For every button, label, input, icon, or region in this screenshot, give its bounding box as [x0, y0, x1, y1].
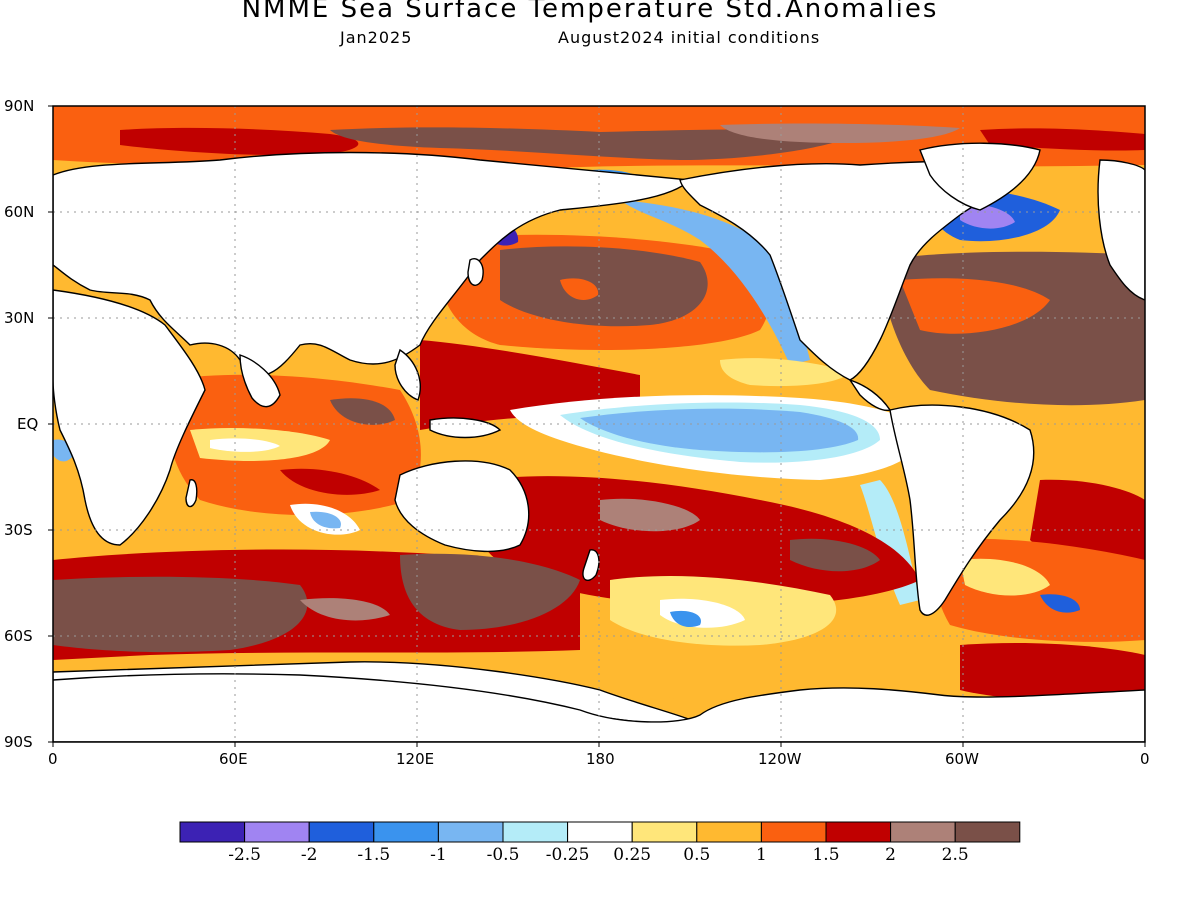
landmass [582, 549, 600, 582]
chart-title: NMME Sea Surface Temperature Std.Anomali… [241, 0, 939, 24]
colorbar-label: 2.5 [941, 845, 969, 865]
land-outlines [53, 142, 1145, 742]
anomaly-region [310, 511, 341, 529]
anomaly-region [280, 468, 380, 495]
lat-label-30n: 30N [4, 309, 35, 327]
anomaly-region [580, 408, 859, 453]
lon-label-60w: 60W [945, 750, 979, 768]
lat-label-60s: 60S [4, 627, 33, 645]
colorbar-label: -2 [300, 845, 318, 865]
colorbar-swatch [954, 821, 1021, 843]
anomaly-region [400, 553, 580, 630]
anomaly-region [1040, 408, 1145, 492]
landmass [467, 258, 484, 286]
colorbar-label: -2.5 [228, 845, 261, 865]
anomaly-region [1040, 594, 1080, 613]
colorbar-swatch [696, 821, 762, 843]
lat-label-60n: 60N [4, 203, 35, 221]
landmass [239, 354, 281, 408]
landmass [889, 404, 1035, 616]
landmass [53, 151, 692, 376]
colorbar-swatch [502, 821, 569, 843]
axis-ticks [48, 105, 1146, 747]
landmass [919, 142, 1041, 211]
lon-label-180: 180 [586, 750, 615, 768]
anomaly-region [720, 123, 960, 144]
anomaly-region [120, 127, 359, 156]
landmass [53, 289, 206, 546]
lat-label-30s: 30S [4, 521, 33, 539]
lon-label-60e: 60E [219, 750, 248, 768]
colorbar-swatch [179, 821, 246, 843]
anomaly-region [670, 610, 701, 628]
colorbar-label: -0.5 [486, 845, 520, 865]
lat-label-90n: 90N [4, 97, 35, 115]
anomaly-region [600, 498, 700, 532]
anomaly-region [720, 358, 850, 387]
anomaly-region [210, 438, 280, 452]
anomaly-region [53, 576, 308, 653]
colorbar-label: 1.5 [812, 845, 840, 865]
colorbar [179, 821, 1021, 843]
landmass [185, 479, 198, 508]
lon-label-0: 0 [48, 750, 58, 768]
colorbar-label: -0.25 [545, 845, 590, 865]
anomaly-region [960, 643, 1145, 702]
colorbar-label: 1 [755, 845, 767, 865]
lat-label-90s: 90S [4, 733, 33, 751]
anomaly-region [300, 598, 390, 621]
colorbar-label: -1.5 [357, 845, 391, 865]
colorbar-swatch [308, 821, 375, 843]
colorbar-swatch [825, 821, 892, 843]
colorbar-label: -1 [430, 845, 447, 865]
landmass [394, 348, 421, 401]
anomaly-region [1030, 479, 1145, 562]
lon-label-120w: 120W [758, 750, 802, 768]
anomaly-region [620, 200, 810, 365]
landmass [679, 160, 1032, 381]
colorbar-swatch [244, 821, 310, 843]
anomaly-region [980, 128, 1145, 151]
lat-label-eq: EQ [17, 415, 39, 433]
anomaly-region [560, 278, 599, 300]
colorbar-swatch [890, 821, 956, 843]
colorbar-swatch [760, 821, 827, 843]
colorbar-label: 2 [885, 845, 897, 865]
colorbar-swatch [437, 821, 504, 843]
subtitle-initial-conditions: August2024 initial conditions [558, 28, 821, 47]
colorbar-swatch [631, 821, 698, 843]
subtitle-target-month: Jan2025 [340, 28, 413, 47]
gridlines [53, 106, 1145, 742]
landmass [429, 417, 502, 439]
colorbar-label: 0.25 [613, 845, 652, 865]
landmass [1097, 159, 1145, 301]
landmass [53, 673, 1145, 742]
colorbar-swatch [373, 821, 439, 843]
lon-label-120e: 120E [396, 750, 435, 768]
anomaly-region [330, 127, 860, 160]
anomaly-region [960, 204, 1015, 229]
landmass [394, 460, 530, 553]
anomaly-region [900, 278, 1050, 334]
anomaly-region [330, 398, 395, 425]
anomaly-region [960, 558, 1050, 596]
colorbar-swatch [567, 821, 633, 843]
anomaly-region [500, 246, 708, 327]
colorbar-label: 0.5 [683, 845, 711, 865]
lon-label-0-end: 0 [1140, 750, 1150, 768]
anomaly-region [790, 538, 880, 572]
